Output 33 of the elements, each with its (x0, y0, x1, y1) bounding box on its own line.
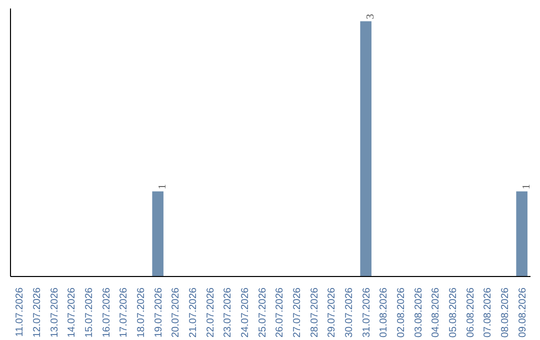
x-tick-label: 15.07.2026 (84, 287, 95, 338)
x-tick-label: 17.07.2026 (118, 287, 130, 338)
x-tick-label: 14.07.2026 (66, 287, 78, 338)
x-tick-label: 21.07.2026 (188, 287, 199, 338)
data-label: 3 (365, 14, 376, 20)
x-tick-label: 04.08.2026 (430, 287, 442, 338)
x-tick-label: 30.07.2026 (344, 287, 355, 338)
x-tick-label: 11.07.2026 (14, 287, 26, 337)
x-tick-label: 25.07.2026 (257, 287, 268, 338)
x-tick-label: 05.08.2026 (448, 287, 459, 338)
x-tick-label: 16.07.2026 (101, 287, 112, 338)
x-tick-label: 23.07.2026 (222, 287, 234, 338)
x-tick-label: 19.07.2026 (153, 287, 164, 338)
x-tick-label: 29.07.2026 (326, 287, 338, 338)
x-tick-label: 18.07.2026 (136, 287, 147, 338)
x-tick-label: 06.08.2026 (465, 287, 476, 338)
x-tick-label: 12.07.2026 (32, 287, 43, 338)
x-tick-label: 09.08.2026 (517, 287, 528, 338)
x-tick-label: 07.08.2026 (482, 287, 494, 338)
x-tick-label: 13.07.2026 (49, 287, 60, 338)
x-tick-label: 22.07.2026 (205, 287, 216, 338)
x-tick-label: 26.07.2026 (274, 287, 286, 338)
data-label: 1 (521, 184, 532, 190)
x-tick-label: 03.08.2026 (413, 287, 424, 338)
data-label: 1 (157, 184, 168, 190)
x-tick-label: 20.07.2026 (170, 287, 182, 338)
x-tick-label: 27.07.2026 (292, 287, 303, 338)
x-tick-label: 28.07.2026 (309, 287, 320, 338)
x-tick-label: 08.08.2026 (500, 287, 511, 338)
x-tick-label: 31.07.2026 (361, 287, 372, 338)
x-tick-label: 01.08.2026 (378, 287, 390, 338)
x-tick-label: 24.07.2026 (240, 287, 251, 338)
x-tick-label: 02.08.2026 (396, 287, 407, 338)
